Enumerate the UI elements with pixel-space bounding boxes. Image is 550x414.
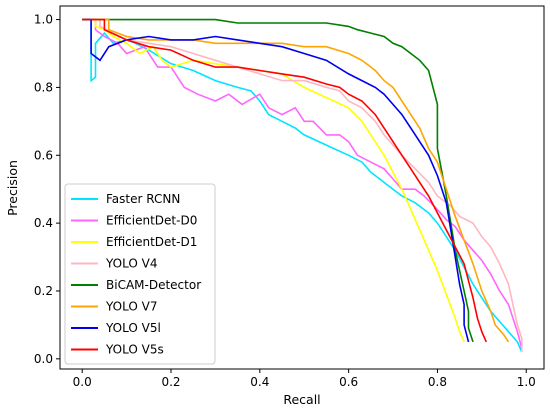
legend-label: EfficientDet-D1 bbox=[106, 235, 197, 249]
x-axis-label: Recall bbox=[283, 392, 320, 407]
y-tick-label: 0.2 bbox=[34, 284, 53, 298]
legend-label: YOLO V5s bbox=[105, 343, 164, 357]
y-axis: 0.0 0.2 0.4 0.6 0.8 1.0 bbox=[34, 13, 60, 366]
y-axis-label: Precision bbox=[5, 160, 20, 216]
x-tick-label: 0.4 bbox=[250, 375, 269, 389]
series-line-8 bbox=[82, 18, 488, 343]
y-tick-label: 0.0 bbox=[34, 352, 53, 366]
legend-label: YOLO V5l bbox=[105, 321, 161, 335]
legend-label: BiCAM-Detector bbox=[106, 278, 201, 292]
y-tick-label: 0.4 bbox=[34, 216, 53, 230]
x-axis: 0.0 0.2 0.4 0.6 0.8 1.0 bbox=[73, 369, 536, 389]
series-line-3 bbox=[82, 18, 465, 343]
legend-label: YOLO V4 bbox=[105, 257, 157, 271]
series-line-2 bbox=[82, 18, 523, 349]
y-tick-label: 1.0 bbox=[34, 13, 53, 27]
x-tick-label: 0.6 bbox=[339, 375, 358, 389]
y-tick-label: 0.8 bbox=[34, 80, 53, 94]
series-line-7 bbox=[82, 18, 470, 343]
legend: Faster RCNN EfficientDet-D0 EfficientDet-D… bbox=[64, 183, 216, 365]
legend-label: EfficientDet-D0 bbox=[106, 214, 197, 228]
x-tick-label: 0.2 bbox=[161, 375, 180, 389]
legend-label: YOLO V7 bbox=[105, 300, 157, 314]
legend-box bbox=[64, 183, 216, 365]
series-line-5 bbox=[82, 18, 474, 343]
plot-frame bbox=[59, 5, 545, 370]
series-line-4 bbox=[82, 18, 523, 352]
y-tick-label: 0.6 bbox=[34, 148, 53, 162]
series-layer bbox=[82, 18, 523, 353]
legend-label: Faster RCNN bbox=[106, 192, 180, 206]
x-tick-label: 1.0 bbox=[517, 375, 536, 389]
x-tick-label: 0.0 bbox=[73, 375, 92, 389]
x-tick-label: 0.8 bbox=[428, 375, 447, 389]
